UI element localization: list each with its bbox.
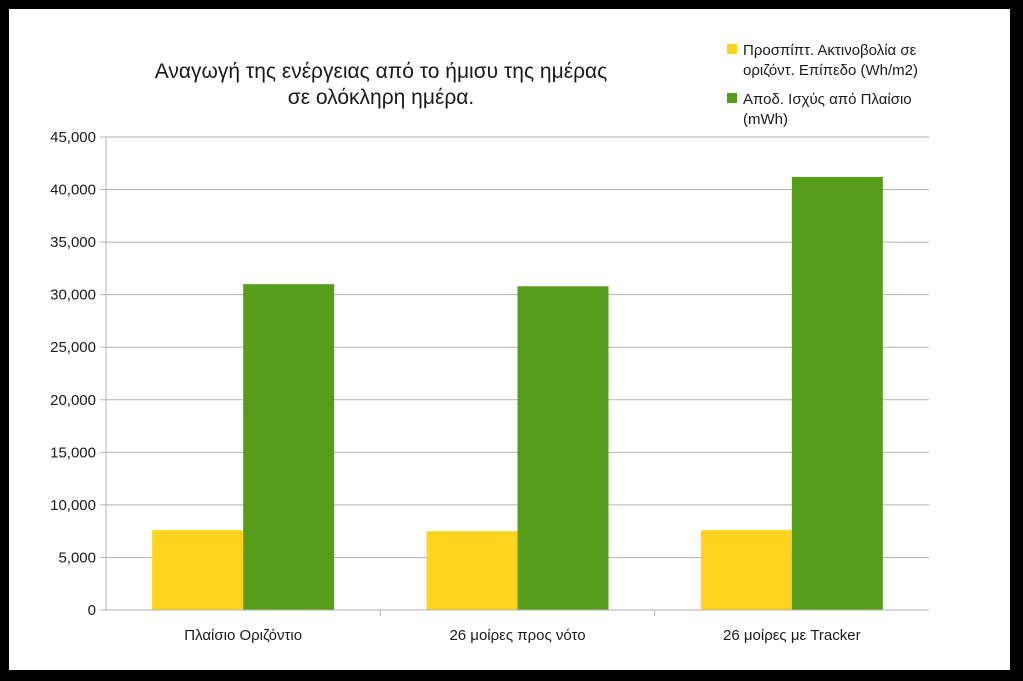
y-axis-tick-label: 20,000 xyxy=(50,392,96,409)
legend-label-power-line-2: (mWh) xyxy=(743,111,788,128)
y-axis-tick-label: 25,000 xyxy=(50,339,96,356)
bar-irradiance xyxy=(152,530,244,610)
bar-irradiance xyxy=(426,531,518,610)
y-axis-tick-label: 40,000 xyxy=(50,182,96,199)
x-axis-category-label: 26 μοίρες προς νότο xyxy=(449,627,585,644)
chart-title-line-1: Αναγωγή της ενέργειας από το ήμισυ της η… xyxy=(155,60,608,83)
legend-entry-irradiance: Προσπίπτ. Ακτινοβολία σε οριζόντ. Επίπεδ… xyxy=(727,42,918,79)
y-axis-tick-labels: 0 5,000 10,000 15,000 20,000 25,000 30,000 35,0… xyxy=(50,129,96,619)
chart-title: Αναγωγή της ενέργειας από το ήμισυ της η… xyxy=(155,60,608,109)
legend-label-power-line-1: Αποδ. Ισχύς από Πλαίσιο xyxy=(743,91,912,108)
bar-irradiance xyxy=(700,530,792,610)
x-axis-category-label: 26 μοίρες με Tracker xyxy=(723,627,861,644)
legend-label-irradiance-line-1: Προσπίπτ. Ακτινοβολία σε xyxy=(743,42,917,59)
y-axis-tick-label: 15,000 xyxy=(50,444,96,461)
chart-title-line-2: σε ολόκληρη ημέρα. xyxy=(288,86,475,109)
bars xyxy=(152,176,883,611)
y-axis-tick-label: 45,000 xyxy=(50,129,96,146)
x-axis-category-labels: Πλαίσιο Οριζόντιο 26 μοίρες προς νότο 26 μ… xyxy=(184,627,860,644)
chart-frame: Αναγωγή της ενέργειας από το ήμισυ της η… xyxy=(9,9,1010,670)
bar-power xyxy=(517,286,609,610)
legend-swatch-irradiance xyxy=(727,44,737,54)
y-axis-tick-label: 5,000 xyxy=(58,549,96,566)
legend-entry-power: Αποδ. Ισχύς από Πλαίσιο (mWh) xyxy=(727,91,912,128)
bar-chart: Αναγωγή της ενέργειας από το ήμισυ της η… xyxy=(50,42,929,644)
legend-label-irradiance-line-2: οριζόντ. Επίπεδο (Wh/m2) xyxy=(743,62,918,79)
y-axis-tick-label: 10,000 xyxy=(50,497,96,514)
legend-swatch-power xyxy=(727,93,737,103)
axes xyxy=(105,137,929,616)
x-axis-category-label: Πλαίσιο Οριζόντιο xyxy=(184,627,302,644)
bar-power xyxy=(791,176,883,611)
y-axis-tick-label: 30,000 xyxy=(50,287,96,304)
bar-power xyxy=(243,284,335,610)
y-axis-tick-label: 0 xyxy=(88,602,96,619)
y-axis-tick-label: 35,000 xyxy=(50,234,96,251)
legend: Προσπίπτ. Ακτινοβολία σε οριζόντ. Επίπεδ… xyxy=(727,42,918,128)
